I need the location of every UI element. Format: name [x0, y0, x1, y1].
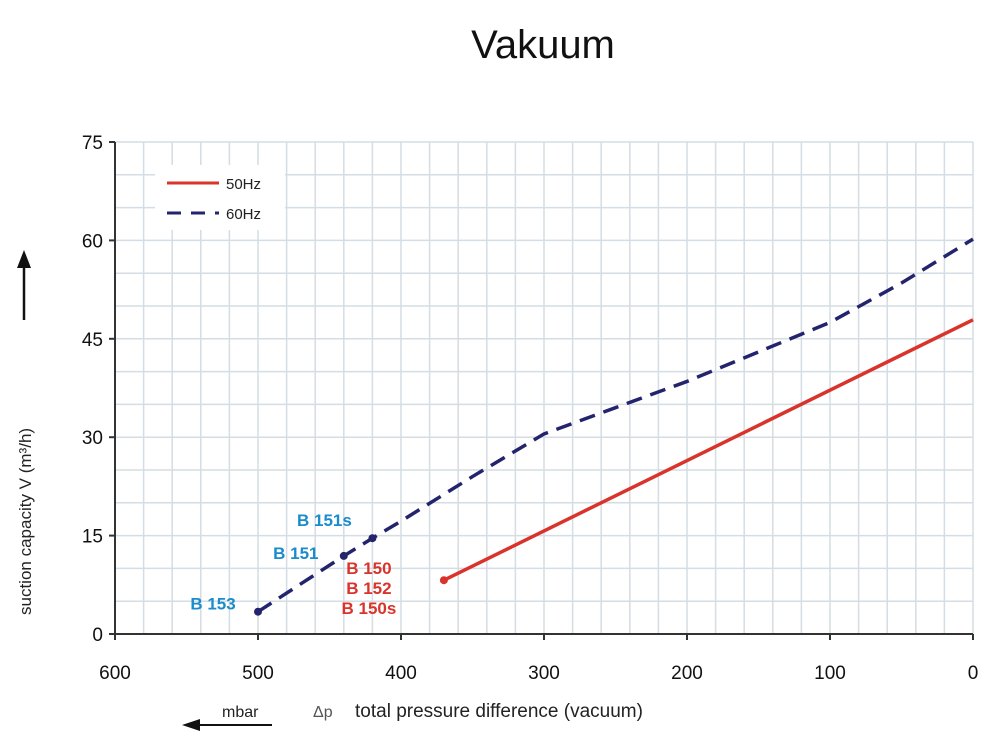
- y-tick-label: 30: [82, 428, 103, 449]
- x-unit-arrow-head: [182, 719, 200, 731]
- x-unit-label: mbar: [222, 704, 259, 721]
- chart-title: Vakuum: [471, 23, 615, 67]
- legend-label: 60Hz: [226, 206, 261, 223]
- legend-box: [155, 165, 285, 230]
- x-axis-label: total pressure difference (vacuum): [355, 701, 643, 722]
- data-point: [439, 576, 448, 585]
- y-axis-label: suction capacity V (m³/h): [16, 428, 35, 615]
- data-point: [254, 607, 262, 616]
- series-line-60Hz: [257, 237, 974, 614]
- x-tick-label: 0: [968, 663, 979, 684]
- legend-label: 50Hz: [226, 176, 261, 193]
- x-axis-delta-p: Δp: [313, 704, 333, 721]
- annotation-label: B 151: [273, 544, 318, 563]
- data-point: [339, 551, 348, 560]
- x-tick-label: 200: [671, 663, 703, 684]
- y-tick-label: 60: [82, 231, 103, 252]
- y-tick-label: 0: [92, 625, 103, 646]
- annotation-label: B 151s: [297, 511, 352, 530]
- series-line-50Hz: [443, 318, 974, 582]
- y-tick-label: 15: [82, 527, 103, 548]
- annotation-label: B 150: [346, 559, 391, 578]
- y-axis-arrow-head: [17, 250, 31, 268]
- x-tick-label: 400: [385, 663, 417, 684]
- annotation-label: B 153: [190, 595, 235, 614]
- x-tick-label: 300: [528, 663, 560, 684]
- y-tick-label: 45: [82, 330, 103, 351]
- x-tick-label: 600: [99, 663, 131, 684]
- data-point: [368, 534, 377, 543]
- y-tick-label: 75: [82, 133, 103, 154]
- x-tick-label: 500: [242, 663, 274, 684]
- annotation-label: B 152: [346, 579, 391, 598]
- x-tick-label: 100: [814, 663, 846, 684]
- annotation-label: B 150s: [341, 599, 396, 618]
